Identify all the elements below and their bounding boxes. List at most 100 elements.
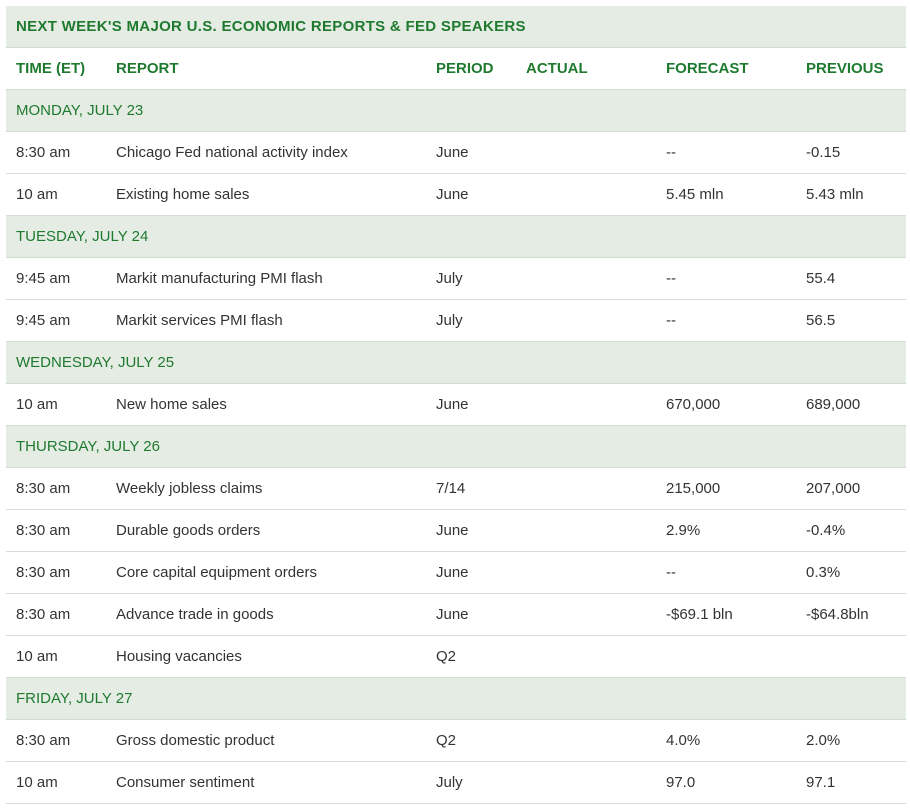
cell-report: Consumer sentiment [106,762,426,804]
cell-actual [516,594,656,636]
cell-period: 7/14 [426,468,516,510]
cell-report: Chicago Fed national activity index [106,132,426,174]
cell-previous: -$64.8bln [796,594,906,636]
day-header-label: THURSDAY, JULY 26 [6,426,906,468]
table-row: 10 amHousing vacanciesQ2 [6,636,906,678]
cell-report: Gross domestic product [106,720,426,762]
cell-actual [516,300,656,342]
cell-previous: 207,000 [796,468,906,510]
cell-actual [516,552,656,594]
cell-period: July [426,762,516,804]
cell-forecast [656,636,796,678]
cell-forecast: -- [656,258,796,300]
table-row: 8:30 amDurable goods ordersJune 2.9%-0.4% [6,510,906,552]
economic-calendar-table: NEXT WEEK'S MAJOR U.S. ECONOMIC REPORTS … [6,6,906,804]
day-header-label: WEDNESDAY, JULY 25 [6,342,906,384]
table-row: 8:30 amWeekly jobless claims7/14215,0002… [6,468,906,510]
cell-report: Weekly jobless claims [106,468,426,510]
table-title-row: NEXT WEEK'S MAJOR U.S. ECONOMIC REPORTS … [6,6,906,48]
table-row: 10 amNew home salesJune 670,000689,000 [6,384,906,426]
cell-report: Core capital equipment orders [106,552,426,594]
col-header-time: TIME (ET) [6,48,106,90]
cell-previous: -0.4% [796,510,906,552]
cell-time: 8:30 am [6,594,106,636]
cell-actual [516,174,656,216]
cell-period: July [426,258,516,300]
day-header-row: MONDAY, JULY 23 [6,90,906,132]
cell-time: 9:45 am [6,258,106,300]
table-row: 8:30 amGross domestic productQ2 4.0%2.0% [6,720,906,762]
cell-previous: 0.3% [796,552,906,594]
day-header-row: THURSDAY, JULY 26 [6,426,906,468]
cell-previous [796,636,906,678]
cell-period: June [426,174,516,216]
cell-period: Q2 [426,720,516,762]
cell-forecast: 215,000 [656,468,796,510]
cell-previous: 97.1 [796,762,906,804]
cell-report: Advance trade in goods [106,594,426,636]
cell-period: July [426,300,516,342]
cell-period: June [426,594,516,636]
table-header-row: TIME (ET) REPORT PERIOD ACTUAL FORECAST … [6,48,906,90]
table-row: 8:30 amAdvance trade in goodsJune -$69.1 … [6,594,906,636]
cell-forecast: 670,000 [656,384,796,426]
cell-actual [516,468,656,510]
cell-previous: 689,000 [796,384,906,426]
cell-report: Durable goods orders [106,510,426,552]
cell-report: Markit services PMI flash [106,300,426,342]
day-header-label: TUESDAY, JULY 24 [6,216,906,258]
day-header-label: FRIDAY, JULY 27 [6,678,906,720]
cell-report: New home sales [106,384,426,426]
day-header-label: MONDAY, JULY 23 [6,90,906,132]
cell-actual [516,636,656,678]
cell-period: Q2 [426,636,516,678]
cell-forecast: 2.9% [656,510,796,552]
cell-period: June [426,132,516,174]
cell-actual [516,132,656,174]
cell-previous: 2.0% [796,720,906,762]
cell-time: 9:45 am [6,300,106,342]
cell-actual [516,258,656,300]
cell-previous: 56.5 [796,300,906,342]
cell-time: 8:30 am [6,132,106,174]
table-row: 8:30 amChicago Fed national activity ind… [6,132,906,174]
cell-forecast: 5.45 mln [656,174,796,216]
cell-forecast: 4.0% [656,720,796,762]
day-header-row: TUESDAY, JULY 24 [6,216,906,258]
cell-time: 8:30 am [6,552,106,594]
cell-period: June [426,510,516,552]
cell-time: 10 am [6,384,106,426]
cell-actual [516,510,656,552]
cell-forecast: -- [656,132,796,174]
cell-actual [516,384,656,426]
cell-forecast: -$69.1 bln [656,594,796,636]
day-header-row: FRIDAY, JULY 27 [6,678,906,720]
table-row: 10 amConsumer sentimentJuly97.097.1 [6,762,906,804]
cell-forecast: -- [656,552,796,594]
table-row: 8:30 amCore capital equipment ordersJune… [6,552,906,594]
cell-period: June [426,384,516,426]
cell-report: Existing home sales [106,174,426,216]
cell-actual [516,720,656,762]
col-header-actual: ACTUAL [516,48,656,90]
col-header-previous: PREVIOUS [796,48,906,90]
cell-time: 10 am [6,174,106,216]
cell-report: Markit manufacturing PMI flash [106,258,426,300]
cell-time: 10 am [6,636,106,678]
cell-actual [516,762,656,804]
col-header-period: PERIOD [426,48,516,90]
cell-previous: 55.4 [796,258,906,300]
day-header-row: WEDNESDAY, JULY 25 [6,342,906,384]
table-row: 9:45 amMarkit manufacturing PMI flashJul… [6,258,906,300]
cell-time: 8:30 am [6,720,106,762]
cell-previous: 5.43 mln [796,174,906,216]
col-header-report: REPORT [106,48,426,90]
table-row: 9:45 amMarkit services PMI flashJuly--56… [6,300,906,342]
cell-period: June [426,552,516,594]
cell-previous: -0.15 [796,132,906,174]
table-row: 10 amExisting home salesJune 5.45 mln5.43… [6,174,906,216]
cell-forecast: 97.0 [656,762,796,804]
col-header-forecast: FORECAST [656,48,796,90]
table-title: NEXT WEEK'S MAJOR U.S. ECONOMIC REPORTS … [6,6,906,48]
cell-time: 8:30 am [6,510,106,552]
